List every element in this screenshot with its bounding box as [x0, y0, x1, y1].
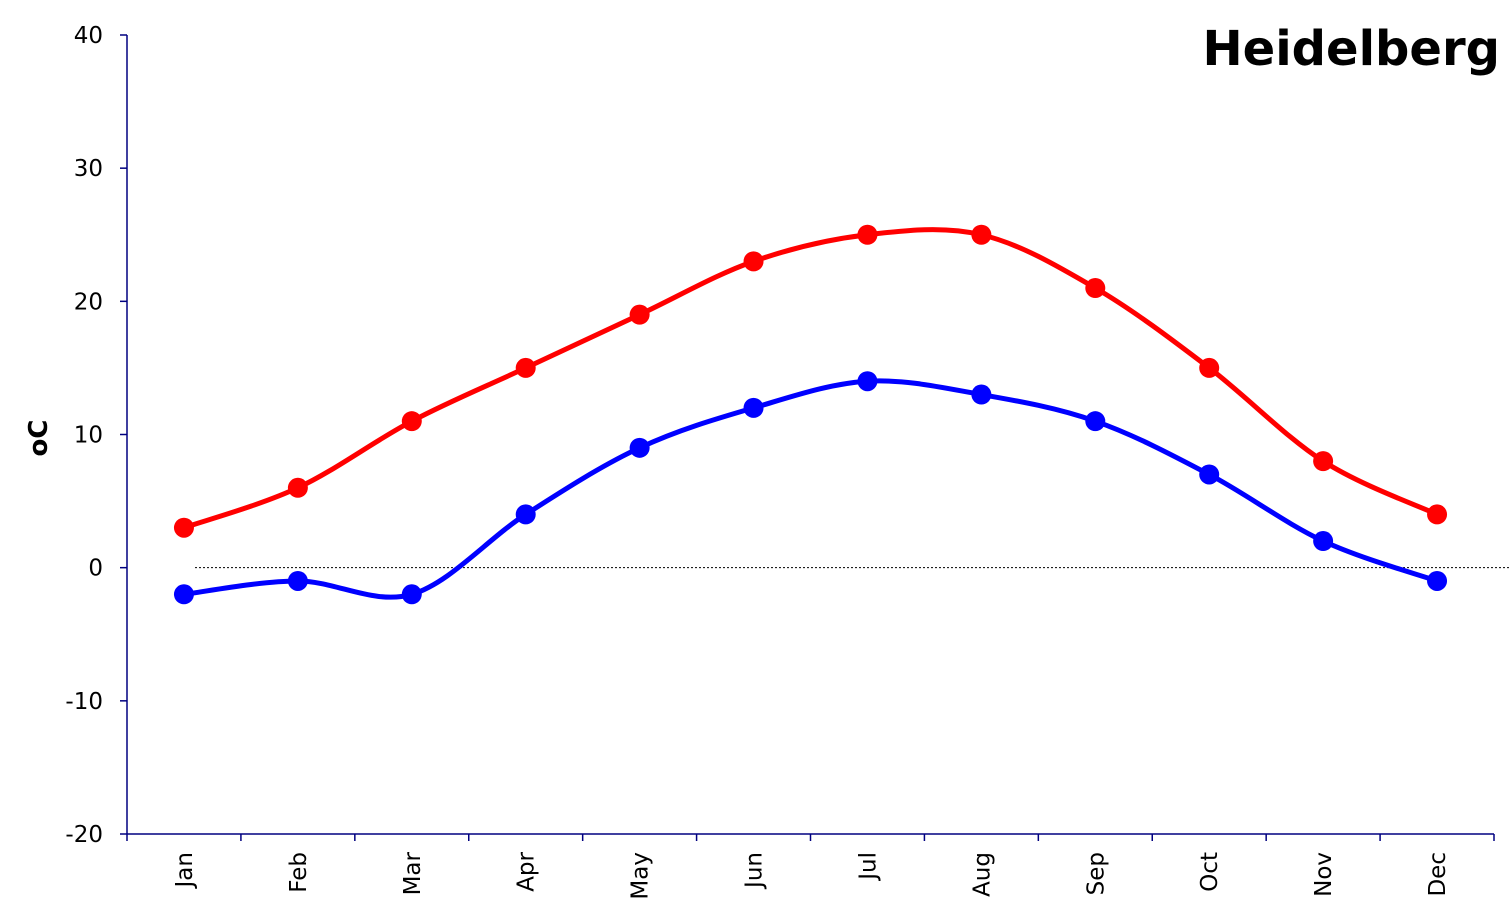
- data-point: [1313, 531, 1334, 552]
- data-point: [1199, 357, 1220, 378]
- data-point: [1085, 411, 1106, 432]
- data-point: [629, 304, 650, 325]
- series-line: [183, 227, 1439, 531]
- series-layer: [173, 224, 1448, 605]
- x-axis-ticks: Jan Feb Mar Apr May Jun Jul Aug Sep Oct Nov Dec: [126, 834, 1495, 900]
- data-point: [515, 504, 536, 525]
- y-tick-label: 30: [74, 156, 103, 182]
- y-axis-ticks: 40 30 20 10 0 -10 -20: [65, 23, 127, 848]
- data-point: [857, 371, 878, 392]
- x-tick-label: Nov: [1311, 852, 1337, 897]
- data-point: [1199, 464, 1220, 485]
- data-point: [971, 224, 992, 245]
- y-tick-label: 20: [74, 289, 103, 315]
- data-point: [629, 437, 650, 458]
- data-point: [173, 584, 194, 605]
- x-tick-label: Sep: [1083, 852, 1109, 895]
- data-point: [1313, 451, 1334, 472]
- y-tick-label: 0: [88, 556, 103, 582]
- x-tick-label: Dec: [1425, 852, 1451, 897]
- x-tick-label: Jun: [742, 852, 768, 890]
- data-point: [1085, 278, 1106, 299]
- data-point: [1427, 504, 1448, 525]
- data-point: [743, 251, 764, 272]
- x-tick-label: Jul: [855, 852, 881, 882]
- x-tick-label: Apr: [514, 851, 540, 891]
- y-tick-label: 40: [74, 23, 103, 49]
- data-point: [401, 411, 422, 432]
- data-point: [287, 570, 308, 591]
- data-point: [857, 224, 878, 245]
- data-point: [401, 584, 422, 605]
- y-tick-label: -20: [65, 822, 103, 848]
- x-tick-label: Jan: [172, 852, 198, 889]
- data-point: [1427, 570, 1448, 591]
- series-line: [183, 378, 1438, 600]
- y-tick-label: -10: [65, 689, 103, 715]
- data-point: [173, 517, 194, 538]
- data-point: [287, 477, 308, 498]
- x-tick-label: May: [628, 852, 654, 900]
- data-point: [743, 397, 764, 418]
- x-tick-label: Feb: [286, 852, 312, 893]
- data-point: [515, 357, 536, 378]
- x-tick-label: Mar: [400, 851, 426, 895]
- data-point: [971, 384, 992, 405]
- y-axis-label: oC: [24, 420, 54, 457]
- chart-title: Heidelberg: [1203, 21, 1501, 77]
- y-tick-label: 10: [74, 423, 103, 449]
- x-tick-label: Aug: [969, 852, 995, 897]
- x-tick-label: Oct: [1197, 852, 1223, 892]
